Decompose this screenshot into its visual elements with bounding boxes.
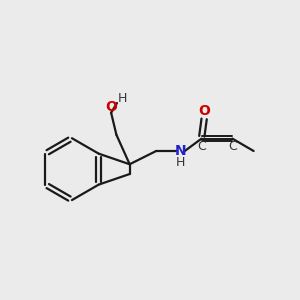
Text: H: H (117, 92, 127, 105)
Text: O: O (105, 100, 117, 114)
Text: C: C (197, 140, 206, 153)
Text: O: O (199, 104, 210, 118)
Text: N: N (175, 144, 186, 158)
Text: C: C (228, 140, 237, 153)
Text: H: H (176, 156, 185, 169)
